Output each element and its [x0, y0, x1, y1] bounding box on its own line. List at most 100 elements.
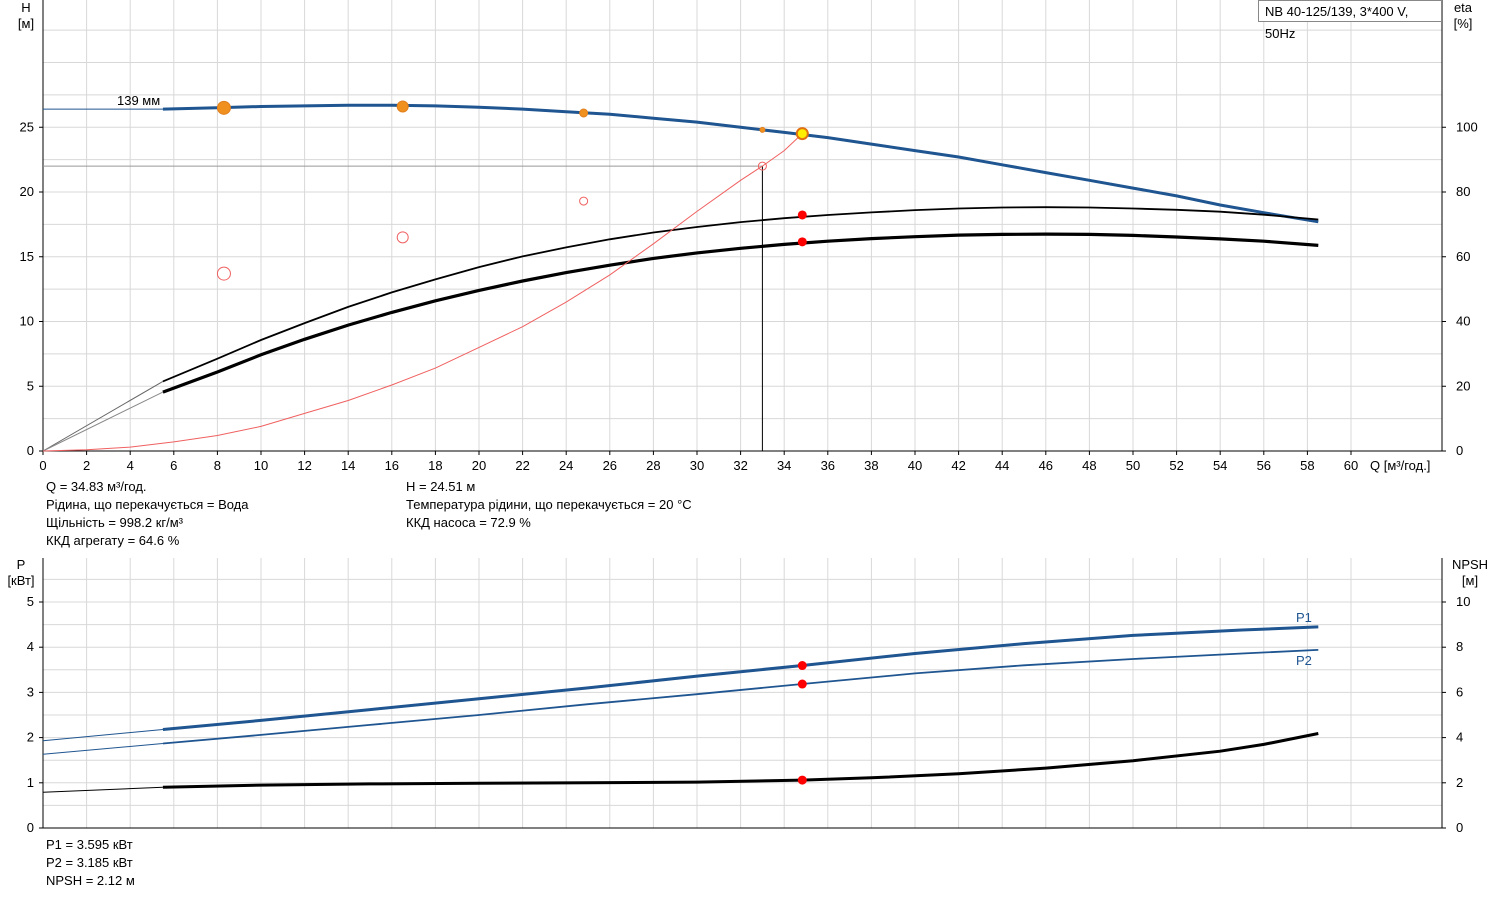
npsh-axis-label: NPSH — [1452, 557, 1488, 572]
x-tick-label: 42 — [951, 458, 965, 473]
pump-head-curve — [162, 103, 1319, 224]
curve-marker-filled — [759, 126, 766, 133]
top-right-tick-label: 0 — [1456, 443, 1463, 458]
unit-efficiency-extension — [42, 391, 164, 452]
eta-axis-label: eta — [1454, 0, 1473, 15]
bottom-chart-series — [42, 625, 1319, 793]
operating-info-right: H = 24.51 м Температура рідини, що перек… — [406, 478, 692, 532]
info-pump-efficiency: ККД насоса = 72.9 % — [406, 515, 531, 530]
x-tick-label: 44 — [995, 458, 1009, 473]
bottom-chart-ticks: 0 1 2 3 4 5 0 2 4 6 8 10 — [27, 594, 1471, 835]
curve-marker-filled — [396, 100, 409, 113]
info-p2: P2 = 3.185 кВт — [46, 855, 133, 870]
x-tick-label: 58 — [1300, 458, 1314, 473]
x-tick-label: 22 — [515, 458, 529, 473]
x-tick-label: 26 — [603, 458, 617, 473]
bottom-right-tick-label: 8 — [1456, 639, 1463, 654]
curve-marker-filled — [579, 108, 589, 118]
duty-point-p1 — [797, 661, 807, 671]
x-tick-label: 16 — [385, 458, 399, 473]
x-tick-label: 34 — [777, 458, 791, 473]
x-tick-label: 28 — [646, 458, 660, 473]
info-npsh: NPSH = 2.12 м — [46, 873, 135, 888]
x-tick-label: 36 — [821, 458, 835, 473]
x-tick-label: 4 — [127, 458, 134, 473]
x-tick-label: 12 — [297, 458, 311, 473]
p2-extension — [42, 743, 163, 755]
p2-curve — [162, 649, 1319, 745]
npsh-axis-unit: [м] — [1462, 573, 1478, 588]
eta-axis-unit: [%] — [1454, 16, 1473, 31]
operating-info-left: Q = 34.83 м³/год. Рідина, що перекачуєть… — [46, 478, 249, 550]
duty-point-pump-eta — [797, 210, 807, 220]
x-tick-label: 2 — [83, 458, 90, 473]
info-flow: Q = 34.83 м³/год. — [46, 479, 147, 494]
info-head: H = 24.51 м — [406, 479, 476, 494]
info-density: Щільність = 998.2 кг/м³ — [46, 515, 183, 530]
system-curve — [42, 133, 803, 452]
info-p1: P1 = 3.595 кВт — [46, 837, 133, 852]
curve-marker-filled — [216, 100, 231, 115]
info-liquid: Рідина, що перекачується = Вода — [46, 497, 249, 512]
bottom-left-tick-label: 1 — [27, 775, 34, 790]
impeller-label: 139 мм — [117, 93, 160, 108]
bottom-left-tick-label: 4 — [27, 639, 34, 654]
p1-extension — [42, 729, 163, 742]
p1-series-label: P1 — [1296, 610, 1312, 625]
x-tick-label: 6 — [170, 458, 177, 473]
top-left-tick-label: 15 — [20, 249, 34, 264]
h-axis-label: H — [21, 0, 30, 15]
pump-efficiency-extension — [42, 380, 164, 452]
curve-marker-hollow — [757, 161, 767, 171]
curve-marker-hollow — [216, 266, 231, 281]
x-tick-label: 38 — [864, 458, 878, 473]
power-info: P1 = 3.595 кВт P2 = 3.185 кВт NPSH = 2.1… — [46, 836, 135, 890]
curve-marker-hollow — [396, 231, 409, 244]
unit-efficiency-curve — [162, 232, 1319, 394]
bottom-left-tick-label: 0 — [27, 820, 34, 835]
info-unit-efficiency: ККД агрегату = 64.6 % — [46, 533, 180, 548]
h-axis-unit: [м] — [18, 16, 34, 31]
top-right-tick-label: 40 — [1456, 314, 1470, 329]
x-tick-label: 60 — [1344, 458, 1358, 473]
top-right-tick-label: 100 — [1456, 119, 1478, 134]
x-tick-label: 48 — [1082, 458, 1096, 473]
duty-point-npsh — [797, 775, 807, 785]
pump-efficiency-curve — [162, 206, 1319, 383]
bottom-left-tick-label: 3 — [27, 684, 34, 699]
bottom-right-tick-label: 6 — [1456, 684, 1463, 699]
x-tick-label: 20 — [472, 458, 486, 473]
x-tick-label: 30 — [690, 458, 704, 473]
bottom-right-tick-label: 4 — [1456, 730, 1463, 745]
duty-point-p2 — [797, 679, 807, 689]
npsh-curve — [162, 732, 1319, 789]
x-tick-label: 46 — [1039, 458, 1053, 473]
top-left-tick-label: 25 — [20, 119, 34, 134]
x-tick-label: 8 — [214, 458, 221, 473]
top-left-tick-label: 0 — [27, 443, 34, 458]
x-tick-label: 32 — [733, 458, 747, 473]
info-temperature: Температура рідини, що перекачується = 2… — [406, 497, 692, 512]
x-tick-label: 52 — [1169, 458, 1183, 473]
x-tick-label: 50 — [1126, 458, 1140, 473]
curve-marker-hollow — [579, 196, 589, 206]
top-left-tick-label: 5 — [27, 378, 34, 393]
bottom-right-tick-label: 10 — [1456, 594, 1470, 609]
bottom-right-tick-label: 0 — [1456, 820, 1463, 835]
x-tick-label: 54 — [1213, 458, 1227, 473]
top-left-tick-label: 20 — [20, 184, 34, 199]
q-axis-label: Q [м³/год.] — [1370, 458, 1430, 473]
bottom-left-tick-label: 2 — [27, 730, 34, 745]
p2-series-label: P2 — [1296, 653, 1312, 668]
duty-point-unit-eta — [797, 237, 807, 247]
p-axis-label: P — [17, 557, 26, 572]
top-right-tick-label: 20 — [1456, 378, 1470, 393]
x-tick-label: 56 — [1257, 458, 1271, 473]
npsh-extension — [42, 786, 163, 793]
p1-curve — [162, 625, 1319, 731]
model-label: NB 40-125/139, 3*400 V, 50Hz — [1265, 4, 1409, 41]
x-tick-label: 0 — [39, 458, 46, 473]
top-left-tick-label: 10 — [20, 314, 34, 329]
